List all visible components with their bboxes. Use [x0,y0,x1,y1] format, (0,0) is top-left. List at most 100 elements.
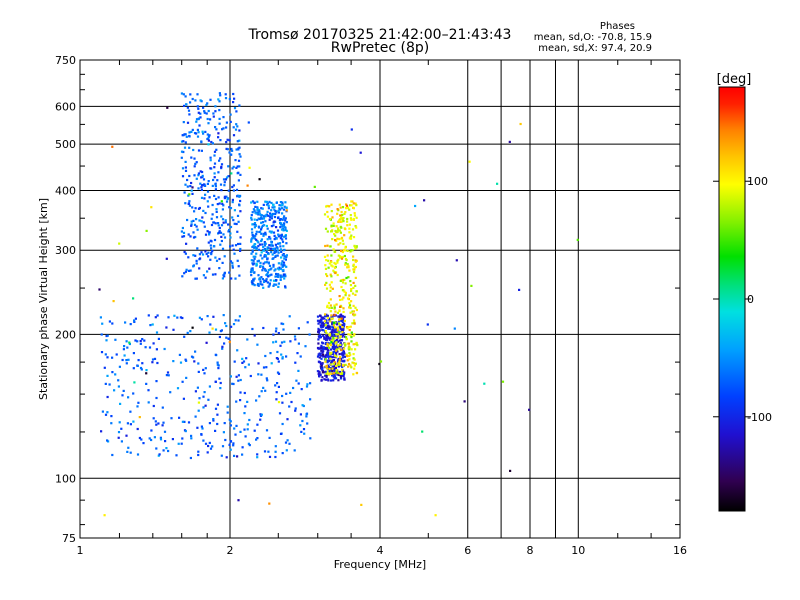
data-point [326,361,329,364]
data-point [198,316,201,319]
data-point [299,424,302,427]
data-point [194,207,197,210]
data-point [136,453,140,456]
data-point [213,150,217,153]
data-point [325,333,328,336]
data-point [338,322,341,325]
data-point [275,226,278,229]
data-point [261,278,264,281]
data-point [278,266,281,269]
data-point [325,375,328,378]
data-point [214,185,217,188]
data-point [334,326,337,329]
data-point [355,246,358,249]
data-point [217,98,220,101]
data-point [192,254,195,257]
data-point [256,437,259,440]
data-point [266,272,269,276]
data-point [164,440,167,443]
data-point [323,355,326,358]
data-point [325,374,328,377]
data-point [225,456,228,459]
data-point [190,130,193,133]
data-point [161,424,164,427]
data-point [280,263,283,266]
data-point [219,139,222,142]
data-point [239,378,242,382]
data-point [235,375,238,378]
data-point [343,347,346,350]
data-point [251,245,254,249]
data-point [207,205,210,208]
data-point [201,184,204,187]
data-point [183,420,186,423]
data-point [338,363,341,366]
data-point [321,362,324,365]
data-point [202,368,205,371]
data-point [215,128,218,131]
x-tick-label: 1 [77,544,84,557]
data-point [331,328,334,331]
data-point [280,262,283,265]
data-point [338,347,341,350]
data-point [163,347,166,351]
data-point [139,342,142,345]
data-point [239,399,242,402]
data-point [337,209,340,212]
data-point [239,199,242,203]
data-point [325,287,329,290]
data-point [345,204,349,207]
data-point [100,333,103,336]
data-point [253,218,256,221]
data-point [133,320,136,323]
data-point [151,323,154,326]
data-point [223,197,226,200]
data-point [218,159,221,162]
data-point [349,237,353,240]
data-point [319,361,322,364]
data-point [207,109,210,113]
data-point [334,377,338,380]
data-point [262,217,266,220]
data-point [273,238,276,241]
data-point [114,373,117,376]
data-point [270,244,273,247]
data-point [329,355,332,358]
data-point [353,358,356,361]
data-point [336,230,339,234]
x-tick-labels: 1 2 4 6 8 10 16 [77,544,688,557]
data-point [214,126,217,129]
data-point [194,254,197,257]
data-point [272,231,276,234]
data-point [201,130,204,133]
data-point [265,278,268,281]
data-point [259,264,262,267]
data-point [353,212,356,215]
data-point [254,205,257,208]
data-point [268,264,272,267]
data-point [261,243,264,246]
data-point [255,233,258,236]
data-point [347,266,350,269]
data-point [271,244,274,247]
data-point [343,378,346,381]
data-point [256,218,259,222]
data-point [336,360,340,363]
data-point [236,214,240,217]
data-point [181,316,184,320]
data-point [348,231,351,234]
data-point [283,215,286,218]
data-point [158,453,161,456]
data-point [297,382,300,385]
data-point [271,253,274,256]
data-point [326,351,329,354]
data-point [284,441,288,444]
data-point [237,159,241,162]
data-point [125,362,128,365]
data-point [322,329,325,332]
data-point [263,241,266,244]
data-point [350,289,353,293]
data-point [468,160,471,163]
data-point [212,418,215,421]
data-point [198,124,201,127]
